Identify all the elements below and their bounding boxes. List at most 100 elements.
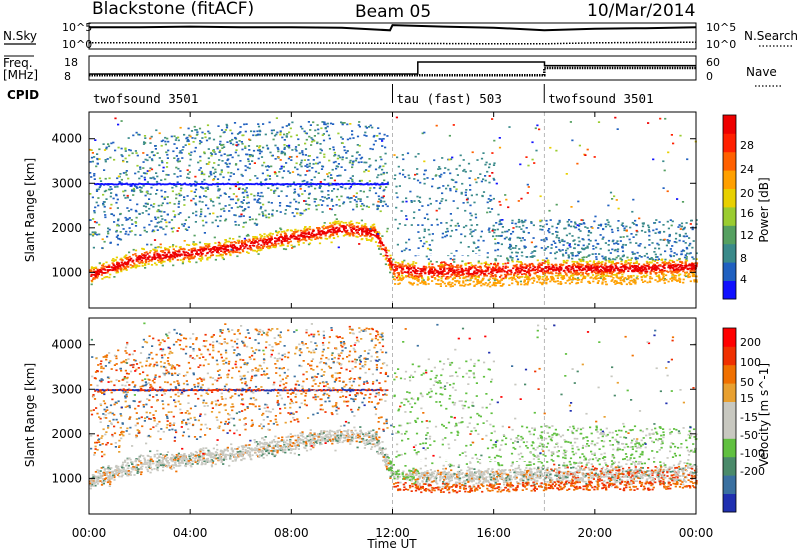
scatter-point bbox=[419, 181, 422, 184]
scatter-point bbox=[318, 186, 321, 189]
scatter-point bbox=[326, 227, 329, 229]
scatter-point bbox=[647, 268, 650, 270]
scatter-point bbox=[597, 121, 601, 123]
scatter-point bbox=[124, 257, 127, 259]
scatter-point bbox=[598, 266, 601, 268]
scatter-point bbox=[268, 178, 272, 180]
scatter-point bbox=[504, 262, 507, 265]
scatter-point bbox=[114, 183, 117, 186]
scatter-point bbox=[652, 229, 655, 232]
scatter-point bbox=[428, 262, 431, 265]
scatter-point bbox=[241, 188, 244, 190]
scatter-point bbox=[676, 259, 679, 262]
scatter-point bbox=[212, 248, 216, 251]
scatter-point bbox=[98, 262, 101, 264]
scatter-point bbox=[492, 197, 495, 200]
scatter-point bbox=[597, 227, 600, 229]
scatter-point bbox=[309, 182, 312, 184]
scatter-point bbox=[313, 198, 316, 200]
scatter-point bbox=[308, 231, 311, 234]
scatter-point bbox=[674, 263, 677, 266]
scatter-point bbox=[134, 225, 138, 227]
scatter-point bbox=[361, 234, 364, 236]
scatter-point bbox=[154, 225, 157, 228]
scatter-point bbox=[180, 248, 184, 251]
scatter-point bbox=[190, 253, 194, 256]
scatter-point bbox=[366, 239, 369, 241]
scatter-point bbox=[329, 235, 332, 237]
scatter-point bbox=[573, 264, 576, 266]
scatter-point bbox=[543, 270, 546, 272]
scatter-point bbox=[369, 124, 372, 127]
scatter-point bbox=[298, 195, 301, 197]
scatter-point bbox=[186, 140, 189, 143]
scatter-point bbox=[328, 137, 331, 140]
scatter-point bbox=[119, 182, 122, 185]
scatter-point bbox=[242, 226, 245, 228]
scatter-point bbox=[164, 191, 167, 193]
scatter-point bbox=[303, 130, 306, 133]
scatter-point bbox=[254, 182, 257, 185]
scatter-point bbox=[143, 226, 146, 229]
scatter-point bbox=[329, 122, 333, 125]
scatter-point bbox=[222, 176, 225, 179]
scatter-point bbox=[242, 191, 245, 194]
scatter-point bbox=[218, 183, 221, 185]
scatter-point bbox=[211, 183, 214, 185]
scatter-point bbox=[257, 243, 260, 245]
scatter-point bbox=[91, 273, 94, 276]
scatter-point bbox=[516, 258, 520, 261]
scatter-point bbox=[275, 237, 278, 240]
scatter-point bbox=[428, 197, 431, 200]
scatter-point bbox=[306, 163, 309, 166]
scatter-point bbox=[176, 159, 179, 162]
scatter-point bbox=[693, 267, 696, 270]
scatter-point bbox=[244, 245, 247, 248]
scatter-point bbox=[272, 244, 275, 247]
scatter-point bbox=[620, 258, 624, 261]
scatter-point bbox=[536, 271, 539, 273]
scatter-point bbox=[445, 187, 448, 190]
scatter-point bbox=[107, 266, 110, 268]
scatter-point bbox=[162, 257, 165, 260]
scatter-point bbox=[265, 216, 268, 219]
scatter-point bbox=[249, 242, 253, 244]
scatter-point bbox=[409, 265, 412, 268]
scatter-point bbox=[606, 272, 609, 274]
scatter-point bbox=[224, 246, 227, 249]
scatter-point bbox=[433, 159, 436, 162]
scatter-point bbox=[393, 270, 396, 272]
scatter-point bbox=[297, 183, 300, 185]
scatter-point bbox=[295, 200, 298, 203]
scatter-point bbox=[215, 183, 218, 185]
scatter-point bbox=[242, 221, 246, 224]
scatter-point bbox=[601, 238, 604, 240]
scatter-point bbox=[358, 121, 361, 123]
scatter-point bbox=[410, 266, 413, 269]
scatter-point bbox=[569, 246, 572, 248]
scatter-point bbox=[560, 264, 563, 267]
scatter-point bbox=[499, 269, 502, 272]
scatter-point bbox=[294, 208, 298, 210]
scatter-point bbox=[673, 252, 676, 254]
scatter-point bbox=[397, 165, 400, 168]
scatter-point bbox=[672, 142, 675, 145]
scatter-point bbox=[316, 141, 319, 144]
scatter-point bbox=[238, 215, 241, 218]
scatter-point bbox=[137, 183, 140, 186]
scatter-point bbox=[104, 214, 107, 216]
scatter-point bbox=[384, 146, 387, 149]
scatter-point bbox=[423, 271, 426, 273]
scatter-point bbox=[164, 143, 167, 146]
scatter-point bbox=[477, 177, 480, 179]
scatter-point bbox=[253, 162, 256, 164]
scatter-point bbox=[208, 137, 211, 140]
scatter-point bbox=[252, 239, 255, 242]
scatter-point bbox=[351, 130, 354, 132]
scatter-point bbox=[558, 241, 561, 244]
scatter-point bbox=[384, 263, 387, 266]
scatter-point bbox=[599, 268, 602, 271]
scatter-point bbox=[218, 159, 221, 161]
scatter-point bbox=[318, 227, 321, 230]
scatter-point bbox=[621, 250, 625, 253]
